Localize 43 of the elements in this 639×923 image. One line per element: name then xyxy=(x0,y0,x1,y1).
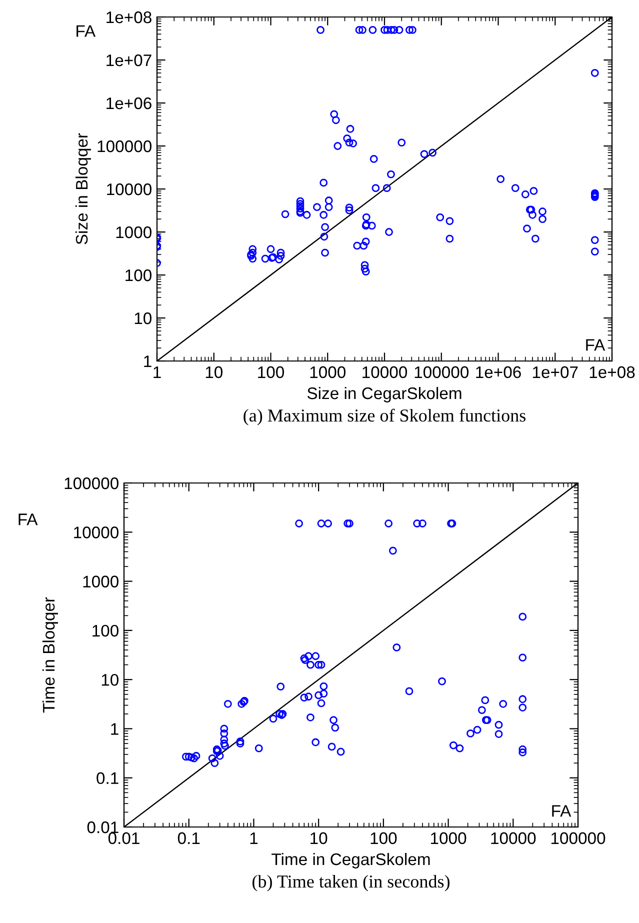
y-tick-label: 0.1 xyxy=(96,772,118,784)
y-axis-title: Time in Bloqqer xyxy=(42,597,58,713)
y-tick-label: 1e+07 xyxy=(106,54,152,66)
y-tick-label: 1000 xyxy=(116,226,152,238)
y-tick-label: 100 xyxy=(92,624,118,637)
x-tick-label: 1 xyxy=(154,366,161,378)
x-tick-label: 100000 xyxy=(551,832,606,844)
x-tick-label: 100 xyxy=(370,832,397,844)
x-tick-label: 10000 xyxy=(491,832,536,844)
text: (a) Maximum size of Skolem functions xyxy=(244,408,526,426)
x-tick-label: 1e+06 xyxy=(476,366,521,378)
y-tick-label: 100000 xyxy=(98,140,152,152)
x-tick-label: 0.1 xyxy=(178,832,200,844)
x-tick-label: 1e+08 xyxy=(590,366,635,378)
x-tick-label: 1000 xyxy=(431,832,466,844)
y-tick-label: 10 xyxy=(134,312,152,324)
x-tick-label: 100000 xyxy=(414,366,469,378)
y-tick-label: 100000 xyxy=(64,477,118,490)
x-tick-label: 1000 xyxy=(310,366,346,378)
annotation: FA xyxy=(586,339,606,351)
x-axis-title: Time in CegarSkolem xyxy=(272,852,430,868)
text: FA xyxy=(18,514,38,526)
y-tick-label: 0.01 xyxy=(87,821,118,834)
text: (b) Time taken (in seconds) xyxy=(252,874,450,892)
x-tick-label: 10 xyxy=(206,366,222,378)
y-tick-label: 1e+08 xyxy=(106,11,152,24)
y-tick-label: 10 xyxy=(102,674,118,686)
y-tick-label: 10000 xyxy=(107,183,152,196)
y-tick-label: 10000 xyxy=(74,526,118,538)
y-tick-label: 1 xyxy=(144,356,152,368)
y-tick-label: 100 xyxy=(126,269,152,282)
annotation: FA xyxy=(552,805,572,817)
x-tick-label: 1e+07 xyxy=(532,366,578,378)
x-axis-title: Size in CegarSkolem xyxy=(307,386,462,402)
x-tick-label: 100 xyxy=(258,366,284,378)
y-tick-label: 1e+06 xyxy=(106,97,152,110)
y-axis-title: Size in Bloqqer xyxy=(75,133,91,244)
y-tick-label: 1000 xyxy=(83,576,118,588)
x-tick-label: 10 xyxy=(310,832,328,844)
y-tick-label: 1 xyxy=(111,723,118,735)
x-tick-label: 1 xyxy=(250,832,258,844)
x-tick-label: 10000 xyxy=(362,366,408,378)
text: FA xyxy=(76,25,96,37)
